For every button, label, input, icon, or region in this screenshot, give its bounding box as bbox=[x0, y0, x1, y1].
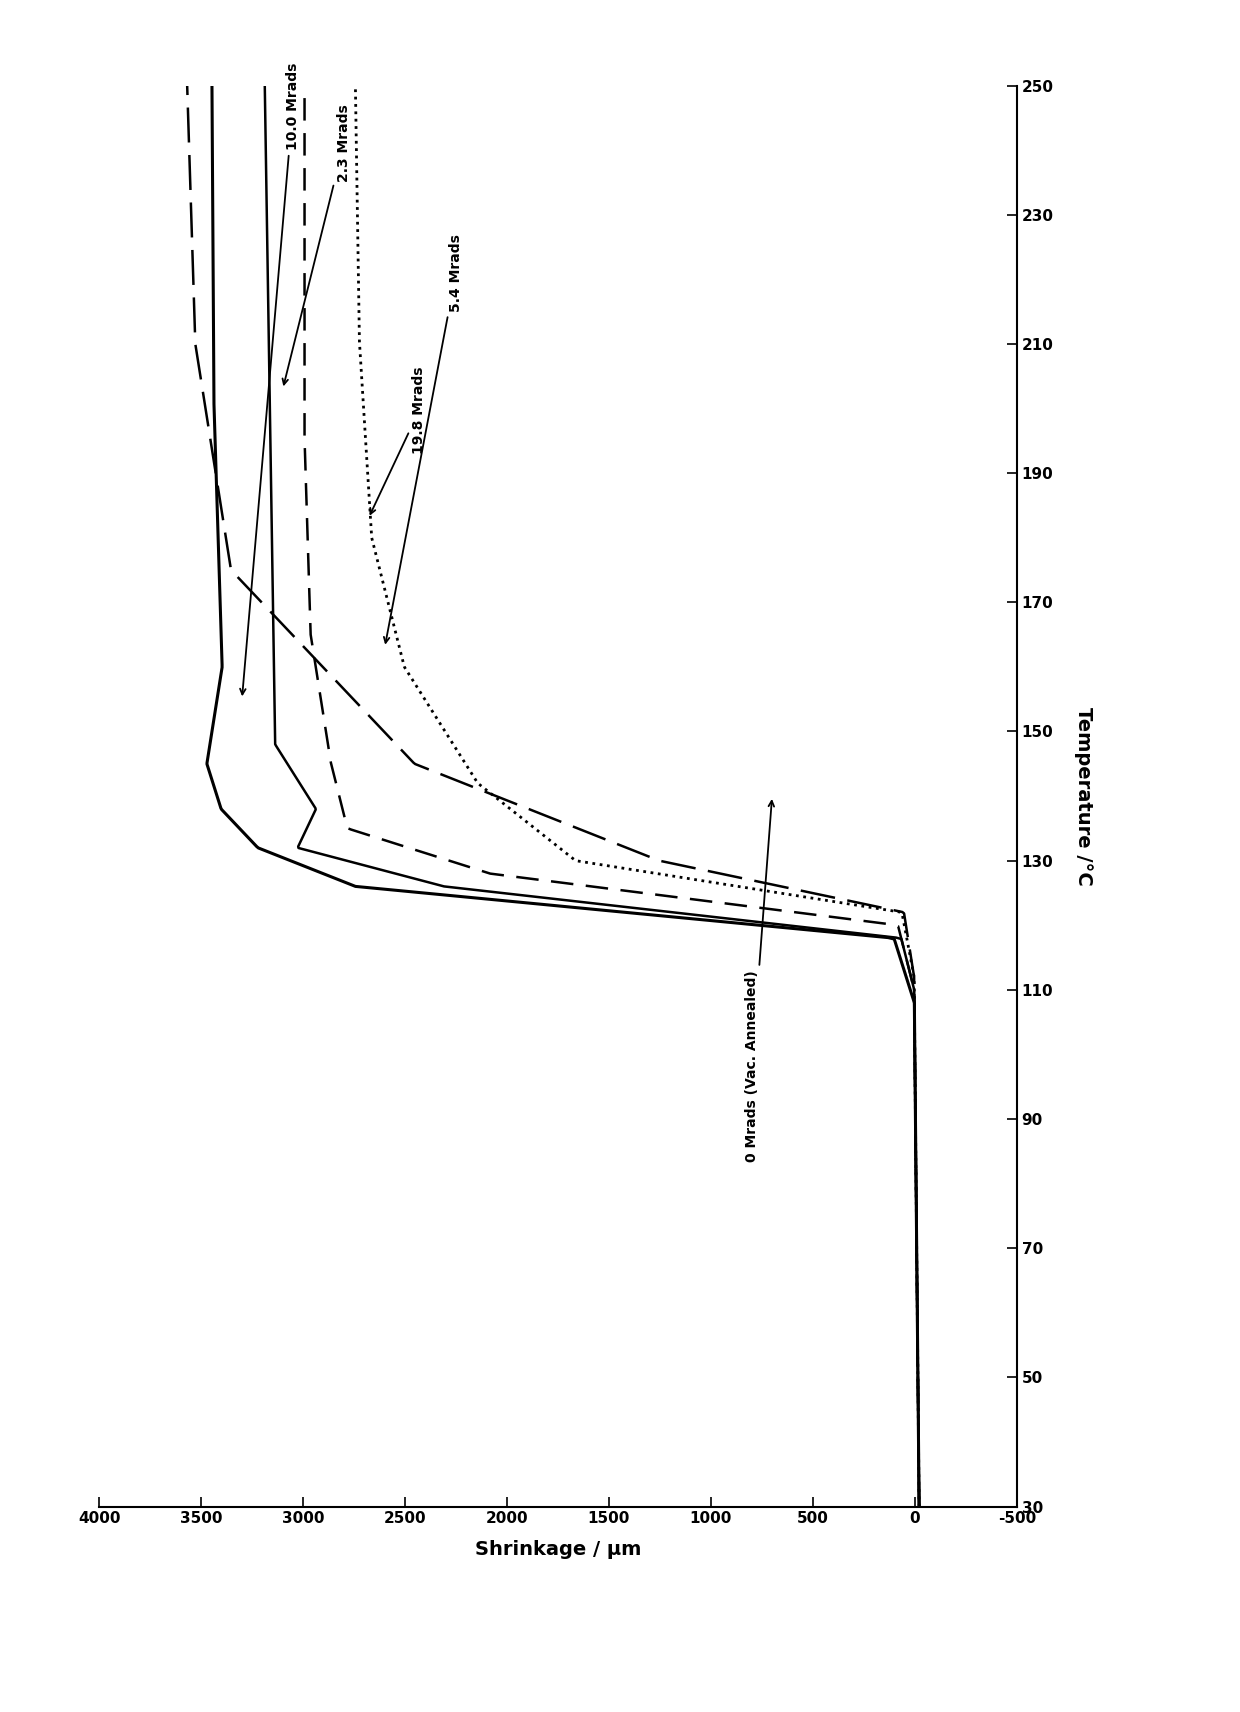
Text: 19.8 Mrads: 19.8 Mrads bbox=[371, 366, 427, 514]
Text: 2.3 Mrads: 2.3 Mrads bbox=[283, 104, 351, 385]
Text: 10.0 Mrads: 10.0 Mrads bbox=[241, 63, 300, 695]
Y-axis label: Temperature /°C: Temperature /°C bbox=[1075, 707, 1094, 885]
Text: 0 Mrads (Vac. Annealed): 0 Mrads (Vac. Annealed) bbox=[745, 801, 774, 1162]
X-axis label: Shrinkage / μm: Shrinkage / μm bbox=[475, 1541, 641, 1560]
Text: 5.4 Mrads: 5.4 Mrads bbox=[384, 235, 463, 642]
